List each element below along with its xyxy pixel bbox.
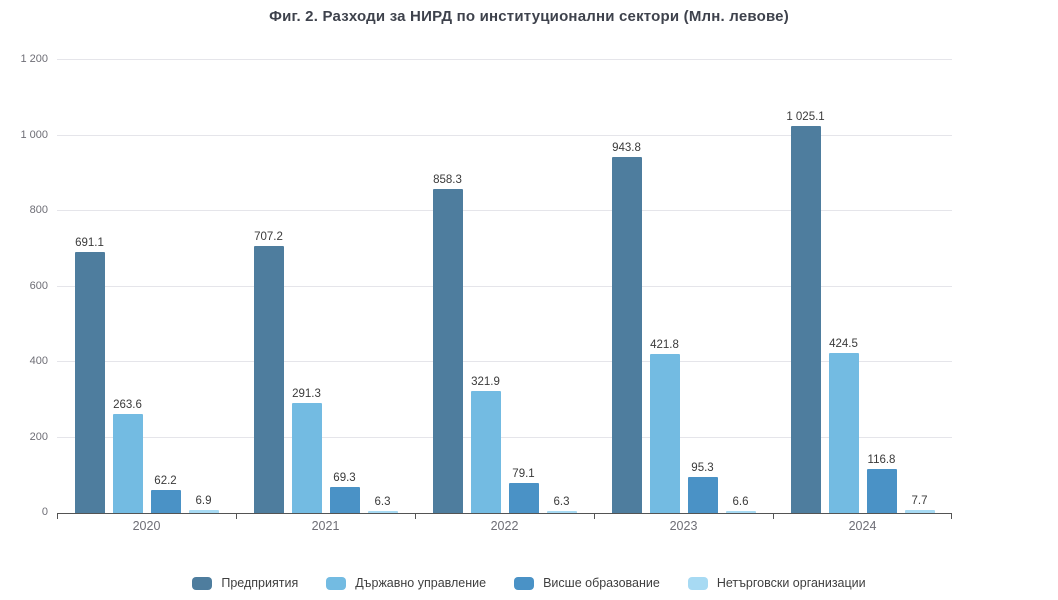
y-gridline bbox=[57, 285, 952, 287]
bar-2020-Предприятия[interactable]: 691.1 bbox=[74, 237, 105, 513]
bar-value-label: 1 025.1 bbox=[786, 111, 825, 124]
bar-value-label: 943.8 bbox=[612, 141, 641, 154]
y-gridline bbox=[57, 134, 952, 136]
bar-2023-Висше образование[interactable]: 95.3 bbox=[687, 462, 718, 513]
bar-2021-Предприятия[interactable]: 707.2 bbox=[253, 231, 284, 513]
bar-value-label: 69.3 bbox=[333, 471, 356, 484]
bar-2021-Висше образование[interactable]: 69.3 bbox=[329, 472, 360, 513]
bar-2024-Държавно управление[interactable]: 424.5 bbox=[828, 338, 859, 513]
x-axis-tick bbox=[415, 514, 416, 519]
bar-2024-Висше образование[interactable]: 116.8 bbox=[866, 454, 897, 513]
bar-2020-Висше образование[interactable]: 62.2 bbox=[150, 475, 181, 513]
legend-item-Държавно управление[interactable]: Държавно управление bbox=[326, 576, 486, 590]
bar-2020-Нетърговски организации[interactable]: 6.9 bbox=[188, 495, 219, 513]
x-axis-tick bbox=[57, 514, 58, 519]
bar-value-label: 6.9 bbox=[195, 495, 212, 508]
chart-legend: Предприятия Държавно управление Висше обра… bbox=[0, 576, 1058, 590]
bar-2020-Държавно управление[interactable]: 263.6 bbox=[112, 399, 143, 513]
bar-value-label: 6.6 bbox=[732, 495, 749, 508]
y-gridline bbox=[57, 210, 952, 211]
x-axis-category-label: 2020 bbox=[132, 519, 161, 533]
bar-2022-Нетърговски организации[interactable]: 6.3 bbox=[546, 496, 577, 513]
bar-value-label: 7.7 bbox=[911, 495, 928, 508]
bar-value-label: 263.6 bbox=[113, 398, 142, 411]
legend-label: Предприятия bbox=[221, 576, 299, 590]
legend-item-Нетърговски организации[interactable]: Нетърговски организации bbox=[687, 576, 866, 590]
bar-value-label: 291.3 bbox=[292, 388, 321, 401]
bar-value-label: 62.2 bbox=[154, 474, 177, 487]
x-axis-category-label: 2024 bbox=[848, 519, 877, 533]
y-axis-tick-label: 600 bbox=[29, 279, 48, 292]
bar-value-label: 691.1 bbox=[75, 237, 104, 250]
x-axis-line bbox=[57, 513, 952, 514]
bar-value-label: 858.3 bbox=[433, 174, 462, 186]
bar-group-2020: 691.1 263.6 62.2 6.9 bbox=[57, 60, 236, 513]
chart-title: Фиг. 2. Разходи за НИРД по институционал… bbox=[269, 8, 789, 25]
y-axis-tick-label: 400 bbox=[29, 355, 48, 367]
x-axis-category-label: 2021 bbox=[311, 519, 340, 533]
bar-group-2024: 1 025.1 424.5 116.8 7.7 bbox=[773, 60, 952, 513]
bar-2021-Държавно управление[interactable]: 291.3 bbox=[291, 388, 322, 513]
x-axis-tick bbox=[773, 514, 774, 519]
bar-value-label: 79.1 bbox=[512, 468, 535, 481]
bar-2021-Нетърговски организации[interactable]: 6.3 bbox=[367, 496, 398, 513]
bar-value-label: 421.8 bbox=[650, 338, 679, 351]
bar-value-label: 707.2 bbox=[254, 231, 283, 244]
x-axis-category-label: 2022 bbox=[490, 519, 519, 533]
legend-label: Висше образование bbox=[543, 576, 660, 590]
y-axis-tick-label: 0 bbox=[41, 506, 48, 518]
legend-swatch-icon bbox=[192, 576, 213, 590]
bar-value-label: 6.3 bbox=[374, 495, 391, 508]
x-axis-tick bbox=[236, 514, 237, 519]
bar-2023-Предприятия[interactable]: 943.8 bbox=[611, 142, 642, 513]
y-axis-tick-label: 800 bbox=[29, 204, 48, 216]
y-gridline bbox=[57, 436, 952, 438]
legend-item-Висше образование[interactable]: Висше образование bbox=[514, 576, 660, 590]
bar-2022-Висше образование[interactable]: 79.1 bbox=[508, 468, 539, 513]
bar-2023-Нетърговски организации[interactable]: 6.6 bbox=[725, 496, 756, 513]
bar-2022-Държавно управление[interactable]: 321.9 bbox=[470, 376, 501, 513]
bar-2024-Нетърговски организации[interactable]: 7.7 bbox=[904, 495, 935, 513]
y-gridline bbox=[57, 361, 952, 362]
bar-group-2021: 707.2 291.3 69.3 6.3 bbox=[236, 60, 415, 513]
bar-2024-Предприятия[interactable]: 1 025.1 bbox=[786, 111, 825, 513]
bar-group-2023: 943.8 421.8 95.3 6.6 bbox=[594, 60, 773, 513]
bar-value-label: 6.3 bbox=[553, 495, 570, 508]
x-axis-category-label: 2023 bbox=[669, 519, 698, 533]
bar-value-label: 424.5 bbox=[829, 337, 858, 350]
legend-swatch-icon bbox=[326, 576, 347, 590]
bar-2022-Предприятия[interactable]: 858.3 bbox=[432, 174, 463, 513]
y-axis-tick-label: 200 bbox=[29, 430, 48, 443]
legend-label: Нетърговски организации bbox=[716, 576, 866, 590]
legend-item-Предприятия[interactable]: Предприятия bbox=[192, 576, 298, 590]
bar-2023-Държавно управление[interactable]: 421.8 bbox=[649, 339, 680, 513]
plot-area: 691.1 263.6 62.2 6.9 707.2 291.3 69.3 6.3 858.3 3… bbox=[57, 59, 952, 519]
bar-value-label: 116.8 bbox=[867, 453, 896, 466]
bar-value-label: 321.9 bbox=[471, 376, 500, 389]
x-axis-tick bbox=[951, 514, 952, 519]
x-axis-tick bbox=[594, 514, 595, 519]
y-axis-tick-label: 1 000 bbox=[20, 128, 48, 141]
bar-group-2022: 858.3 321.9 79.1 6.3 bbox=[415, 60, 594, 513]
legend-swatch-icon bbox=[514, 576, 535, 590]
y-gridline bbox=[57, 59, 952, 60]
bar-value-label: 95.3 bbox=[691, 462, 714, 475]
legend-swatch-icon bbox=[687, 576, 708, 590]
legend-label: Държавно управление bbox=[355, 576, 487, 590]
y-axis-tick-label: 1 200 bbox=[20, 53, 48, 65]
